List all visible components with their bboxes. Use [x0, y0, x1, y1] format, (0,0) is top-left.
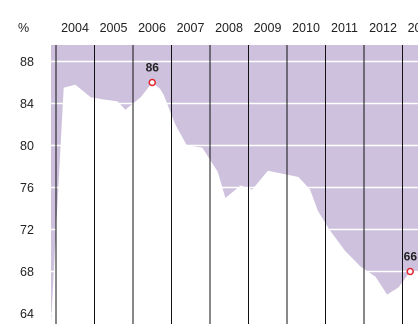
y-tick-label-6: 64 — [20, 307, 34, 321]
y-axis-label: % — [18, 21, 29, 35]
y-tick-label-5: 68 — [20, 265, 34, 279]
annotation-label-0: 86 — [146, 61, 160, 75]
plot-area — [51, 45, 418, 324]
x-tick-label-2: 2006 — [138, 21, 166, 35]
x-tick-label-1: 2005 — [100, 21, 128, 35]
x-tick-label-7: 2011 — [331, 21, 358, 35]
annotation-marker-1 — [406, 267, 414, 276]
x-tick-label-4: 2008 — [215, 21, 243, 35]
series-area — [51, 82, 418, 324]
x-tick-label-9: 2013 — [408, 21, 418, 35]
y-tick-label-3: 76 — [20, 181, 34, 195]
annotation-label-1: 66 — [404, 250, 418, 264]
annotation-marker-0 — [148, 78, 156, 87]
x-tick-label-3: 2007 — [177, 21, 205, 35]
x-tick-label-0: 2004 — [61, 21, 89, 35]
x-tick-label-5: 2009 — [254, 21, 282, 35]
x-tick-label-6: 2010 — [292, 21, 320, 35]
y-tick-label-4: 72 — [20, 223, 34, 237]
axes: % 2004 2005 2006 2007 2008 2009 2010 2011 2012 20… — [18, 21, 418, 321]
x-tick-label-8: 2012 — [369, 21, 397, 35]
y-tick-label-1: 84 — [20, 97, 34, 111]
y-tick-label-0: 88 — [20, 55, 34, 69]
y-tick-label-2: 80 — [20, 139, 34, 153]
